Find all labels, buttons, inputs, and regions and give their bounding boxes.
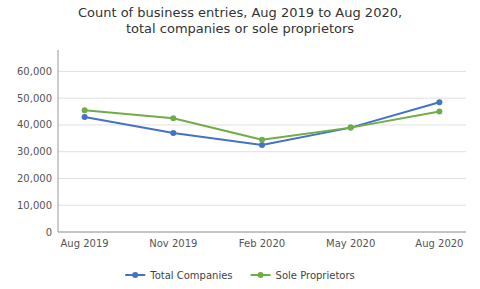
- grid-line: [58, 124, 466, 125]
- legend-item: Total Companies: [125, 270, 232, 281]
- legend-marker: [258, 272, 264, 278]
- y-tick-label: 0: [46, 227, 52, 238]
- series-point: [348, 125, 354, 131]
- x-tick-label: May 2020: [326, 238, 375, 249]
- y-tick-label: 30,000: [17, 146, 52, 157]
- x-axis-line: [58, 232, 466, 233]
- y-tick-label: 10,000: [17, 200, 52, 211]
- chart: Count of business entries, Aug 2019 to A…: [0, 0, 480, 289]
- series-point: [170, 130, 176, 136]
- grid-line: [58, 151, 466, 152]
- y-axis-line: [58, 50, 59, 232]
- legend-marker: [132, 272, 138, 278]
- legend-label: Sole Proprietors: [276, 270, 355, 281]
- legend-label: Total Companies: [149, 270, 232, 281]
- grid-line: [58, 232, 466, 233]
- y-tick-label: 20,000: [17, 173, 52, 184]
- series-point: [82, 107, 88, 113]
- series-point: [259, 137, 265, 143]
- x-tick-label: Aug 2020: [415, 238, 463, 249]
- title: Count of business entries, Aug 2019 to A…: [78, 5, 402, 36]
- title-line: Count of business entries, Aug 2019 to A…: [78, 5, 402, 20]
- series-line: [85, 102, 440, 145]
- y-tick-label: 40,000: [17, 119, 52, 130]
- series-point: [436, 109, 442, 115]
- series-point: [436, 99, 442, 105]
- legend-item: Sole Proprietors: [251, 270, 355, 281]
- x-tick-label: Aug 2019: [61, 238, 109, 249]
- series-point: [170, 115, 176, 121]
- grid-line: [58, 205, 466, 206]
- x-tick-label: Feb 2020: [239, 238, 285, 249]
- plot-area: [82, 99, 443, 148]
- grid-line: [58, 178, 466, 179]
- series-point: [348, 125, 354, 131]
- series-line: [85, 110, 440, 139]
- x-tick-label: Nov 2019: [149, 238, 197, 249]
- grid-line: [58, 71, 466, 72]
- legend: Total Companies Sole Proprietors: [125, 270, 355, 281]
- series-point: [82, 114, 88, 120]
- series-point: [259, 142, 265, 148]
- y-tick-label: 60,000: [17, 66, 52, 77]
- y-tick-label: 50,000: [17, 93, 52, 104]
- grid-line: [58, 98, 466, 99]
- title-line: total companies or sole proprietors: [126, 21, 354, 36]
